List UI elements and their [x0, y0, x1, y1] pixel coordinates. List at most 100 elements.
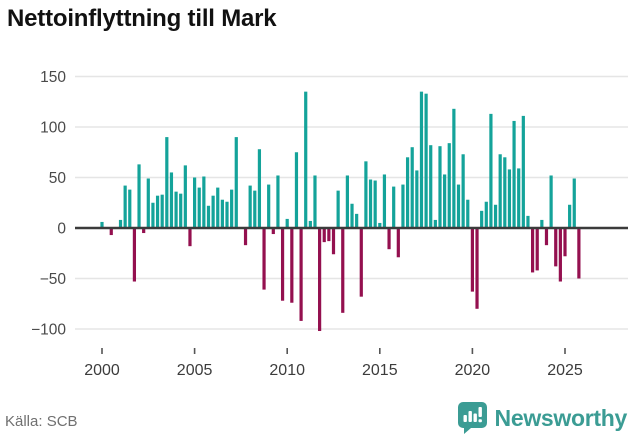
bar-2021Q3: [498, 154, 502, 228]
x-tick-label: 2015: [362, 362, 398, 379]
bar-2003Q3: [165, 137, 169, 228]
bar-2002Q3: [146, 178, 150, 228]
bar-2001Q2: [123, 185, 127, 228]
bar-2001Q1: [118, 219, 123, 228]
bar-2024Q3: [554, 229, 558, 267]
bar-2016Q4: [410, 147, 414, 228]
bar-2018Q1: [433, 219, 437, 228]
bar-2000Q3: [109, 229, 113, 236]
bar-2025Q4: [577, 229, 581, 279]
bar-2005Q1: [193, 177, 197, 228]
y-tick-label: 0: [57, 221, 66, 238]
bar-2011Q4: [318, 229, 322, 332]
bar-2017Q1: [415, 170, 419, 228]
bar-2010Q3: [294, 152, 299, 228]
bar-2013Q4: [355, 213, 359, 228]
bar-2016Q2: [401, 184, 405, 228]
newsworthy-logo: Newsworthy: [457, 401, 627, 435]
bar-2010Q1: [285, 218, 289, 228]
bar-2012Q1: [322, 229, 326, 243]
bar-2004Q3: [183, 165, 187, 228]
bar-2006Q2: [216, 187, 220, 228]
bar-2023Q1: [526, 215, 530, 228]
bar-2023Q4: [540, 219, 544, 228]
bar-2012Q3: [331, 229, 336, 255]
bar-2004Q4: [188, 229, 192, 247]
bar-2025Q2: [568, 204, 572, 228]
bar-2014Q1: [359, 229, 363, 297]
source-note: Källa: SCB: [5, 413, 78, 430]
bar-2002Q1: [137, 164, 141, 228]
bar-2004Q1: [174, 191, 178, 228]
bar-2003Q2: [160, 194, 164, 228]
bar-2013Q3: [350, 203, 354, 228]
y-tick-label: −100: [31, 322, 66, 339]
bar-2025Q3: [572, 178, 576, 228]
bar-2011Q3: [313, 175, 317, 228]
bar-2022Q1: [507, 169, 512, 228]
bar-2024Q4: [558, 229, 562, 282]
bar-2020Q4: [484, 201, 488, 228]
bar-2021Q4: [503, 157, 507, 228]
bar-2022Q4: [521, 115, 525, 228]
bar-2025Q1: [563, 229, 567, 257]
bar-2005Q4: [206, 205, 211, 228]
bar-2020Q3: [480, 210, 484, 228]
bar-2021Q1: [489, 113, 493, 228]
bar-2015Q3: [387, 229, 391, 250]
bar-2019Q4: [466, 199, 470, 228]
bar-2019Q3: [461, 154, 465, 228]
y-tick-label: 100: [40, 120, 66, 137]
bar-2007Q1: [230, 189, 234, 228]
bar-2015Q1: [378, 222, 382, 228]
bar-2022Q2: [512, 120, 516, 228]
bar-2003Q1: [155, 195, 160, 228]
bar-2002Q4: [151, 202, 155, 228]
bar-2010Q2: [290, 229, 294, 303]
bar-2008Q3: [257, 149, 262, 228]
bar-2006Q3: [220, 199, 224, 228]
bar-2019Q1: [452, 108, 456, 228]
bar-2017Q2: [419, 91, 424, 229]
bar-2024Q1: [544, 229, 549, 246]
bar-2013Q2: [345, 175, 349, 228]
bar-2006Q1: [211, 195, 215, 228]
x-tick-label: 2020: [455, 362, 491, 379]
bar-2014Q3: [368, 179, 373, 228]
bar-2014Q2: [364, 161, 368, 228]
bar-2022Q3: [517, 168, 521, 228]
bar-2008Q4: [262, 229, 266, 290]
bar-2019Q2: [456, 184, 461, 228]
bar-2023Q2: [530, 229, 535, 273]
logo-wordmark: Newsworthy: [494, 404, 628, 431]
bar-2013Q1: [341, 229, 345, 313]
bar-2009Q2: [271, 229, 275, 235]
bar-2015Q4: [392, 186, 396, 228]
bar-2023Q3: [535, 229, 539, 271]
bar-2005Q2: [197, 187, 201, 228]
y-tick-label: 50: [49, 170, 67, 187]
bar-2012Q4: [336, 190, 340, 228]
bar-2000Q1: [100, 221, 104, 228]
bar-2009Q1: [267, 184, 271, 228]
bar-2009Q4: [280, 229, 285, 301]
bar-2004Q2: [179, 193, 183, 228]
bar-2015Q2: [382, 174, 387, 228]
bar-2020Q2: [475, 229, 479, 309]
bar-2005Q3: [202, 176, 206, 228]
bar-2001Q3: [128, 189, 132, 228]
x-tick-label: 2025: [547, 362, 583, 379]
bar-2024Q2: [549, 175, 553, 228]
bar-2001Q4: [132, 229, 137, 282]
y-tick-label: 150: [40, 69, 66, 86]
bar-2007Q4: [243, 229, 248, 246]
bar-2017Q4: [429, 145, 433, 228]
bar-2009Q3: [276, 175, 280, 228]
bar-2020Q1: [470, 229, 474, 292]
x-tick-label: 2000: [84, 362, 120, 379]
bar-2008Q1: [248, 185, 252, 228]
bar-2018Q4: [447, 143, 451, 228]
bar-2006Q4: [225, 201, 229, 228]
bar-2008Q2: [253, 190, 257, 228]
